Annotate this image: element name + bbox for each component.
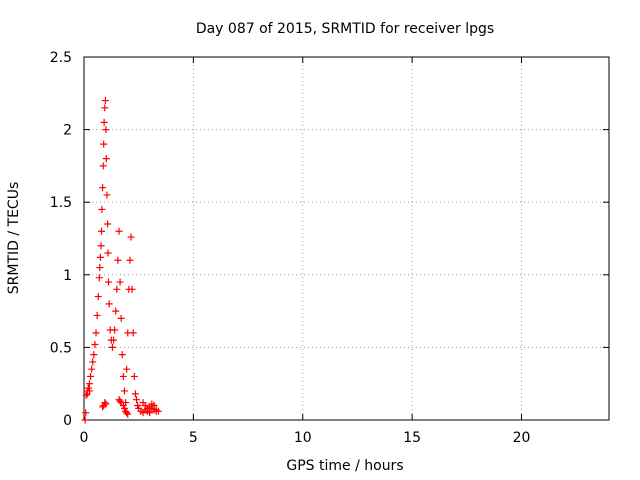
y-tick-label: 0 [63, 413, 72, 429]
x-axis-label: GPS time / hours [286, 458, 403, 474]
data-point [105, 300, 113, 308]
data-point [87, 372, 95, 380]
y-tick-label: 2.5 [50, 50, 72, 66]
data-point [120, 387, 128, 395]
data-point [116, 278, 124, 286]
x-tick-label: 5 [189, 430, 198, 446]
data-point [152, 407, 160, 415]
data-point [90, 351, 98, 359]
y-tick-label: 0.5 [50, 340, 72, 356]
data-point [100, 118, 108, 126]
data-point [82, 409, 90, 417]
x-tick-label: 0 [80, 430, 89, 446]
x-tick-label: 20 [513, 430, 531, 446]
data-point [85, 380, 93, 388]
data-point [98, 205, 106, 213]
data-point [123, 409, 131, 417]
data-point [85, 387, 93, 395]
y-tick-label: 1.5 [50, 195, 72, 211]
x-tick-label: 15 [403, 430, 421, 446]
data-point [110, 336, 118, 344]
data-point [114, 256, 122, 264]
data-point [111, 326, 119, 334]
data-point [82, 391, 90, 399]
chart-title: Day 087 of 2015, SRMTID for receiver lpg… [196, 21, 494, 37]
data-point [108, 343, 116, 351]
data-point [103, 191, 111, 199]
y-axis-ticks: 0 0.5 1 1.5 2 2.5 [50, 50, 609, 429]
y-tick-label: 1 [63, 268, 72, 284]
data-point [97, 242, 105, 250]
data-point [105, 278, 112, 286]
data-point [115, 227, 123, 235]
data-point [81, 416, 89, 424]
data-point [104, 220, 112, 228]
y-tick-label: 2 [63, 123, 72, 139]
data-point [118, 351, 126, 359]
data-point [101, 104, 109, 112]
data-point [102, 400, 110, 408]
data-point [102, 155, 110, 163]
data-point [96, 253, 104, 261]
y-axis-label: SRMTID / TECUs [6, 182, 22, 295]
data-point [130, 372, 138, 380]
data-point [119, 372, 127, 380]
grid-lines [84, 57, 609, 420]
data-point [98, 227, 105, 235]
data-point [101, 399, 109, 407]
data-point [124, 410, 132, 418]
data-point [123, 365, 131, 373]
data-point [131, 390, 139, 398]
data-point [104, 249, 112, 257]
data-point [126, 256, 134, 264]
data-point [148, 400, 156, 408]
data-point [128, 285, 136, 293]
data-point [101, 97, 109, 105]
data-point [133, 396, 140, 404]
data-point [96, 264, 104, 272]
data-point [102, 126, 110, 134]
data-point [93, 311, 101, 319]
data-point [116, 397, 124, 405]
data-point [92, 329, 100, 337]
x-axis-ticks: 0 5 10 15 20 [80, 57, 531, 446]
data-point [112, 307, 120, 315]
data-point [127, 233, 135, 241]
plot-frame [83, 56, 610, 421]
data-point [99, 162, 107, 170]
data-point [113, 285, 121, 293]
data-point [89, 358, 97, 366]
data-point [99, 184, 107, 192]
data-point [94, 293, 102, 301]
x-tick-label: 10 [294, 430, 312, 446]
data-point [100, 140, 108, 148]
data-point [91, 340, 99, 348]
data-series-srmtid [81, 97, 162, 424]
data-point [117, 314, 125, 322]
data-point [95, 274, 103, 282]
data-point [88, 365, 96, 373]
data-point [129, 329, 137, 337]
